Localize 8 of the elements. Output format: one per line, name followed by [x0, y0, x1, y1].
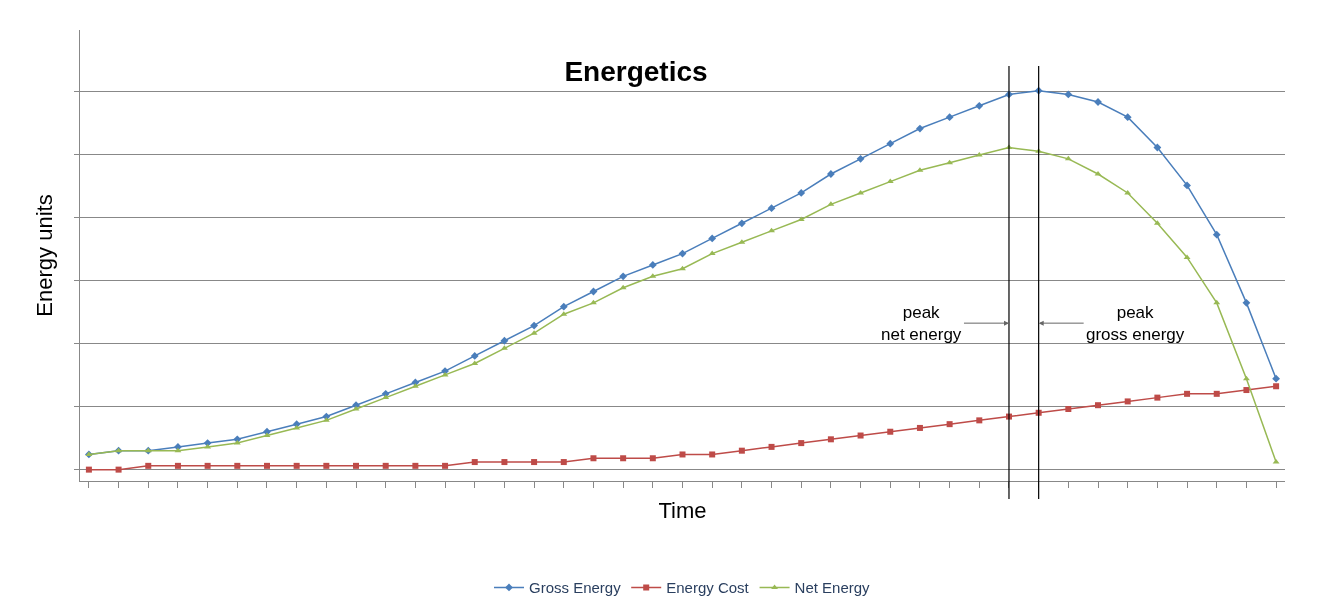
annotation: peak net energy: [881, 303, 962, 345]
annotation: peak gross energy: [1086, 303, 1185, 345]
y-axis-title: Energy units: [31, 194, 57, 317]
legend-label: Net Energy: [794, 579, 871, 597]
legend-label: Energy Cost: [666, 579, 750, 597]
chart-title: Energetics: [564, 56, 708, 88]
x-axis-title: Time: [658, 497, 707, 523]
legend-label: Gross Energy: [529, 579, 622, 597]
